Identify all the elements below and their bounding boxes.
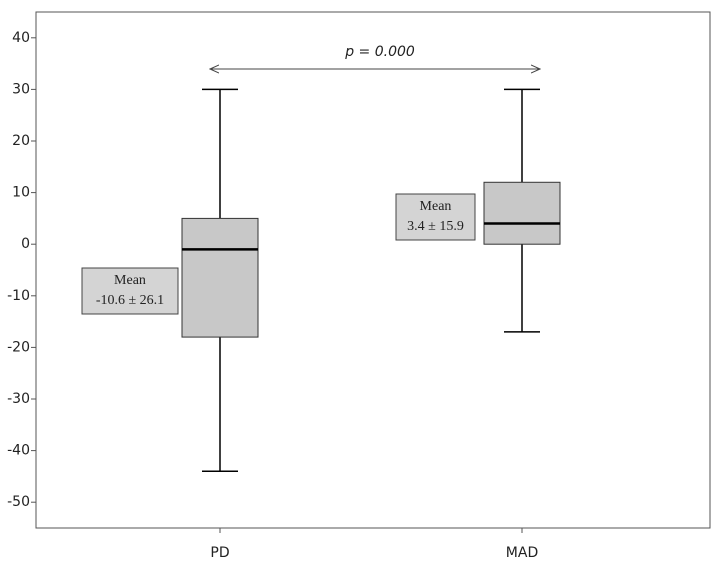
y-tick-label: 20 xyxy=(12,133,30,149)
y-tick-label: -10 xyxy=(7,288,30,304)
y-tick-label: 0 xyxy=(21,236,30,252)
x-tick-label: PD xyxy=(210,545,229,561)
y-tick-label: 10 xyxy=(12,185,30,201)
comparison-label: p = 0.000 xyxy=(344,44,415,60)
y-tick-label: -30 xyxy=(7,391,30,407)
y-tick-label: 40 xyxy=(12,30,30,46)
mean-label: Mean xyxy=(114,273,146,288)
mean-label-box xyxy=(395,193,476,241)
y-tick-label: -20 xyxy=(7,339,30,355)
y-tick-label: -40 xyxy=(7,443,30,459)
box xyxy=(483,181,561,245)
mean-label: Mean xyxy=(420,199,452,214)
mean-label: 3.4 ± 15.9 xyxy=(407,219,464,234)
mean-label: -10.6 ± 26.1 xyxy=(96,293,164,308)
x-tick-label: MAD xyxy=(506,545,538,561)
y-tick-label: -50 xyxy=(7,494,30,510)
mean-label-box xyxy=(81,267,179,315)
box xyxy=(181,217,259,338)
y-tick-label: 30 xyxy=(12,81,30,97)
